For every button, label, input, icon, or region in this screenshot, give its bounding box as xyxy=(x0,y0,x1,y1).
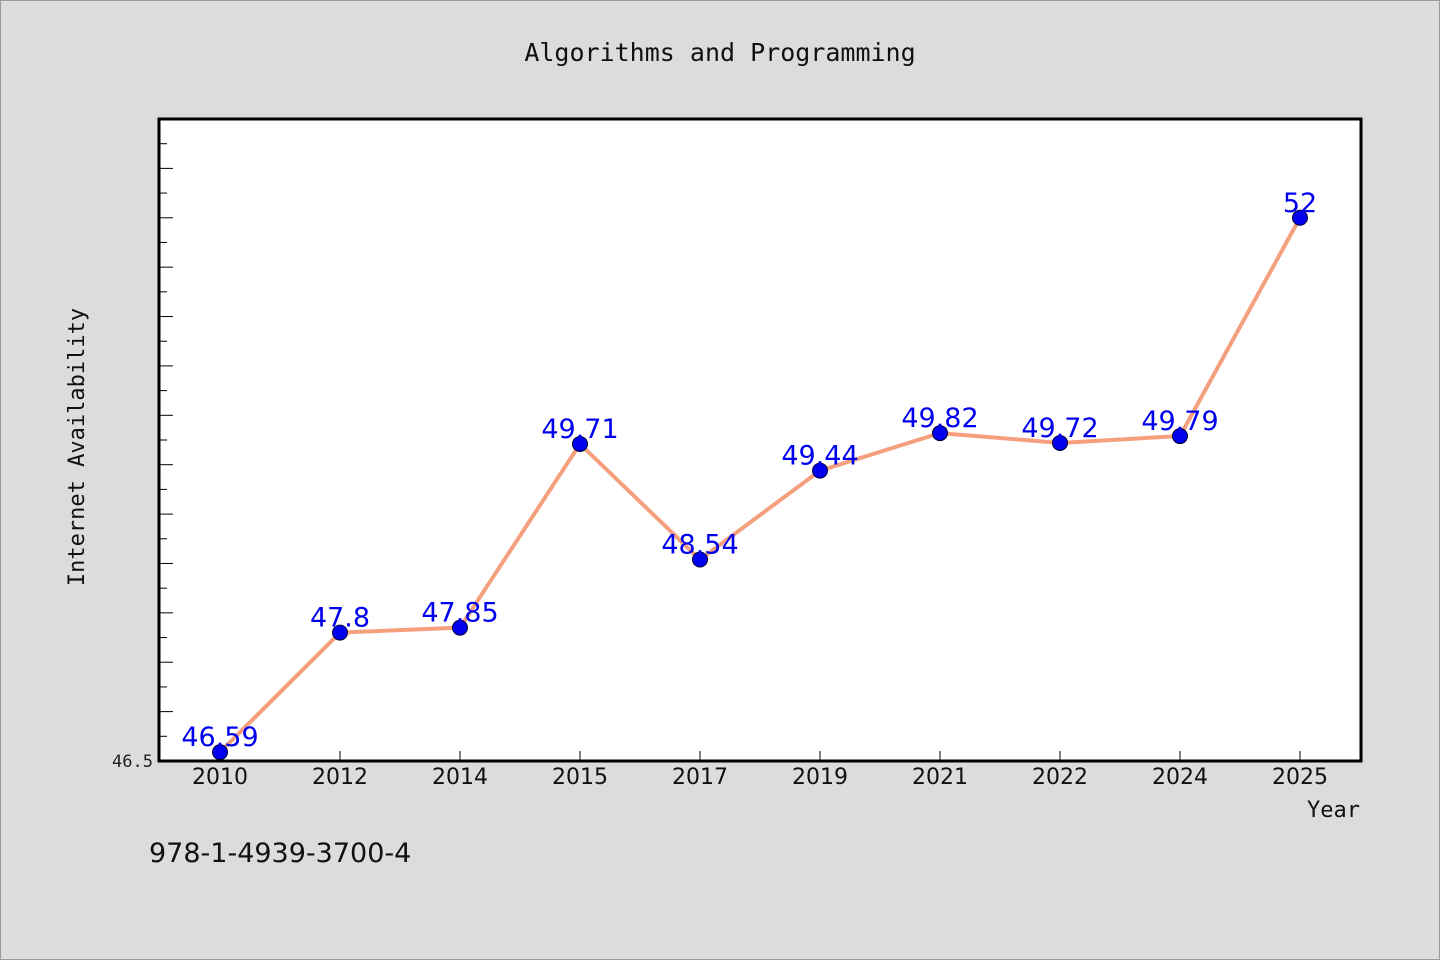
data-label: 49.82 xyxy=(901,403,978,434)
series-line xyxy=(218,215,1302,755)
x-axis-labels: 2010 2012 2014 2015 2017 2019 2021 2022 2024 2025 xyxy=(192,765,1328,790)
y-axis-label: Internet Availability xyxy=(65,308,90,586)
y-tick-label: 46.5 xyxy=(112,752,153,772)
x-axis-label: Year xyxy=(1307,798,1360,823)
data-point-marker xyxy=(932,425,948,442)
data-label: 49.71 xyxy=(541,414,618,445)
data-point-marker xyxy=(332,624,348,641)
data-point-marker xyxy=(1052,434,1068,451)
data-label: 52 xyxy=(1283,188,1317,219)
data-label: 47.8 xyxy=(310,603,370,634)
plot-area xyxy=(157,117,1363,763)
data-label: 48.54 xyxy=(661,530,738,561)
x-tick-label: 2010 xyxy=(192,765,248,790)
x-axis-ticks xyxy=(219,751,1301,761)
data-point-marker xyxy=(1292,209,1308,226)
data-point-marker xyxy=(572,435,588,452)
chart-title: Algorithms and Programming xyxy=(524,38,915,67)
data-point-marker xyxy=(452,619,468,636)
data-label: 46.59 xyxy=(181,722,258,753)
data-point-marker xyxy=(1172,428,1188,445)
x-tick-label: 2012 xyxy=(312,765,368,790)
data-label: 47.85 xyxy=(421,598,498,629)
x-tick-label: 2022 xyxy=(1032,765,1088,790)
data-label: 49.44 xyxy=(781,441,858,472)
y-axis-ticks xyxy=(159,143,173,737)
data-label: 49.79 xyxy=(1141,406,1218,437)
x-tick-label: 2024 xyxy=(1152,765,1208,790)
series-markers xyxy=(212,209,1308,761)
data-label: 49.72 xyxy=(1021,413,1098,444)
x-tick-label: 2019 xyxy=(792,765,848,790)
data-point-marker xyxy=(812,462,828,479)
x-tick-label: 2025 xyxy=(1272,765,1328,790)
data-point-marker xyxy=(212,744,228,761)
data-point-marker xyxy=(692,551,708,568)
x-tick-label: 2014 xyxy=(432,765,488,790)
x-tick-label: 2015 xyxy=(552,765,608,790)
x-tick-label: 2021 xyxy=(912,765,968,790)
series-line-group xyxy=(218,215,1302,755)
x-tick-label: 2017 xyxy=(672,765,728,790)
data-labels: 46.59 47.8 47.85 49.71 48.54 49.44 49.82 49.72 4… xyxy=(181,188,1317,753)
isbn-text: 978-1-4939-3700-4 xyxy=(149,838,411,869)
